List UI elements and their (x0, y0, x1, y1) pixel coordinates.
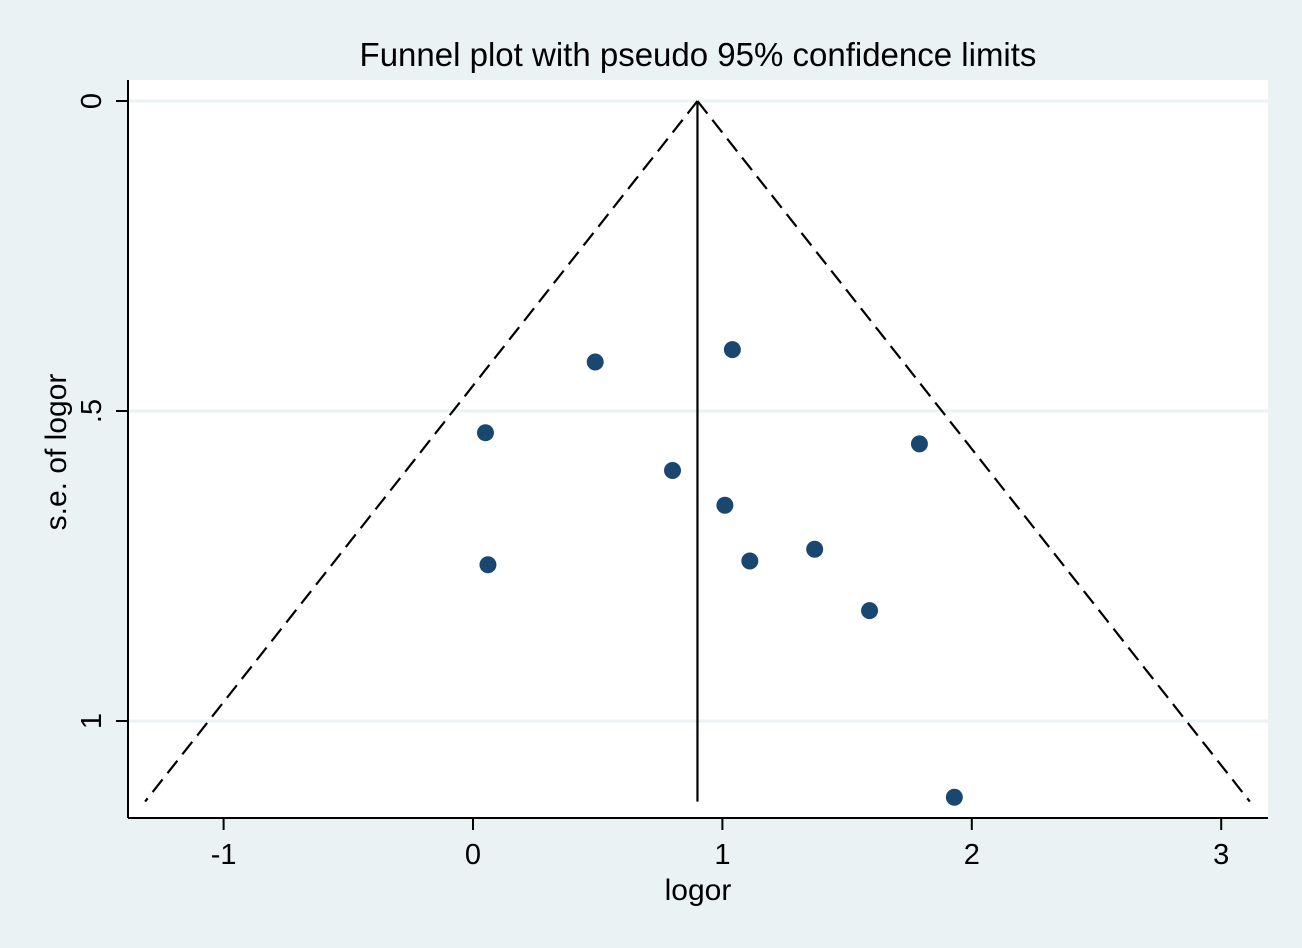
x-tick-label--1: -1 (211, 839, 237, 871)
y-tick-label-0: 0 (76, 93, 108, 109)
x-tick-label-2: 2 (964, 839, 980, 871)
data-point-4 (910, 435, 928, 453)
data-point-5 (664, 462, 682, 480)
data-point-2 (723, 341, 741, 359)
y-tick-label-.5: .5 (76, 399, 108, 423)
data-point-3 (476, 424, 494, 442)
data-point-11 (945, 788, 963, 806)
y-axis-label: s.e. of logor (40, 374, 73, 531)
x-tick-label-3: 3 (1213, 839, 1229, 871)
upper-confidence-limit-line (696, 100, 1251, 803)
data-point-1 (586, 353, 604, 371)
y-tick-label-1: 1 (76, 713, 108, 729)
chart-title: Funnel plot with pseudo 95% confidence l… (360, 36, 1037, 73)
data-points (476, 341, 963, 806)
data-point-6 (716, 496, 734, 514)
x-tick-label-0: 0 (465, 839, 481, 871)
x-axis-label: logor (665, 874, 732, 907)
lower-confidence-limit-line (144, 100, 699, 803)
data-point-7 (806, 540, 824, 558)
data-point-10 (861, 602, 879, 620)
x-tick-label-1: 1 (714, 839, 730, 871)
axes: -1 0 1 2 3 0 .5 1 (76, 80, 1268, 871)
data-point-8 (741, 552, 759, 570)
funnel-lines (144, 100, 1251, 803)
data-point-9 (479, 556, 497, 574)
